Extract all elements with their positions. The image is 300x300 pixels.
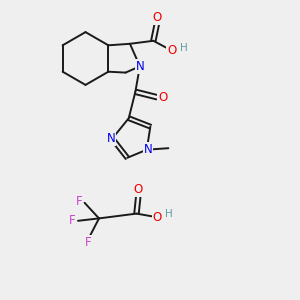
Text: O: O — [167, 44, 177, 57]
Text: F: F — [85, 236, 92, 249]
Text: H: H — [180, 43, 188, 53]
Text: H: H — [165, 209, 173, 219]
Text: N: N — [107, 132, 116, 145]
Text: F: F — [76, 195, 83, 208]
Text: O: O — [158, 91, 168, 104]
Text: O: O — [134, 183, 143, 196]
Text: O: O — [152, 11, 162, 24]
Text: N: N — [144, 143, 152, 156]
Text: F: F — [69, 214, 75, 227]
Text: N: N — [136, 60, 144, 73]
Text: O: O — [153, 211, 162, 224]
